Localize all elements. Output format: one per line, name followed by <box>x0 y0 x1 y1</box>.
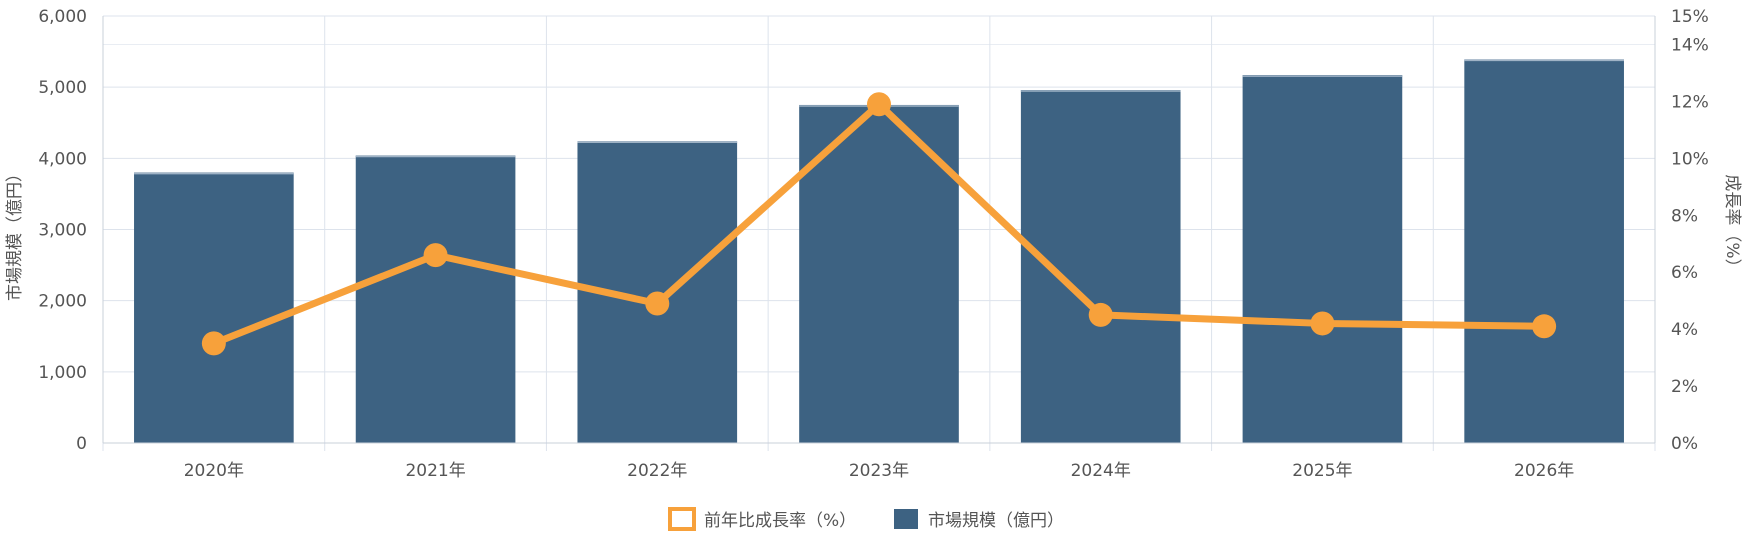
x-tick-label: 2026年 <box>1514 461 1574 481</box>
growth-point <box>645 291 670 316</box>
bar <box>134 172 294 444</box>
y-tick-label: 2,000 <box>38 292 87 312</box>
legend-swatch-market-size <box>894 509 918 529</box>
y-tick-label: 4,000 <box>38 149 87 169</box>
bar <box>1464 59 1624 443</box>
y-tick-label: 3,000 <box>38 221 87 241</box>
line-series <box>201 92 1557 356</box>
axes: 0 1,000 2,000 3,000 4,000 5,000 6,000 0% 2% 4% 6% 8… <box>38 7 1708 481</box>
y2-tick-label: 6% <box>1671 263 1698 283</box>
y2-tick-label: 0% <box>1671 434 1698 454</box>
y-tick-label: 5,000 <box>38 78 87 98</box>
y2-tick-label: 15% <box>1671 7 1709 27</box>
y2-tick-label: 14% <box>1671 35 1709 55</box>
y-tick-label: 6,000 <box>38 7 87 27</box>
growth-point <box>867 92 891 117</box>
y-tick-label: 0 <box>76 434 87 454</box>
y2-tick-label: 4% <box>1671 320 1698 340</box>
bar-series <box>134 59 1624 444</box>
y2-tick-label: 2% <box>1671 377 1698 397</box>
bar <box>799 104 959 443</box>
bar <box>355 155 516 443</box>
legend-label-market-size: 市場規模（億円） <box>928 511 1064 531</box>
x-tick-label: 2023年 <box>849 461 909 481</box>
x-tick-label: 2021年 <box>405 461 465 481</box>
y-axis-title: 市場規模（億円） <box>5 165 25 301</box>
legend-label-growth: 前年比成長率（%） <box>704 511 856 531</box>
y2-tick-label: 8% <box>1671 206 1698 226</box>
x-tick-label: 2024年 <box>1071 461 1131 481</box>
growth-point <box>1532 314 1557 339</box>
y2-tick-label: 10% <box>1671 149 1709 169</box>
x-tick-label: 2022年 <box>627 461 687 481</box>
bar <box>1242 75 1403 444</box>
legend-item-growth[interactable]: 前年比成長率（%） <box>668 507 856 531</box>
legend-item-market-size[interactable]: 市場規模（億円） <box>894 509 1064 531</box>
growth-point <box>423 243 448 268</box>
y-tick-label: 1,000 <box>38 363 87 383</box>
x-tick-label: 2025年 <box>1292 461 1352 481</box>
y2-tick-label: 12% <box>1671 92 1709 112</box>
growth-point <box>1088 302 1113 327</box>
legend: 前年比成長率（%） 市場規模（億円） <box>668 507 1064 531</box>
growth-point <box>201 331 226 356</box>
legend-swatch-growth <box>668 507 696 531</box>
y2-axis-title: 成長率（%） <box>1722 174 1742 275</box>
x-tick-label: 2020年 <box>184 461 244 481</box>
growth-point <box>1310 311 1335 336</box>
